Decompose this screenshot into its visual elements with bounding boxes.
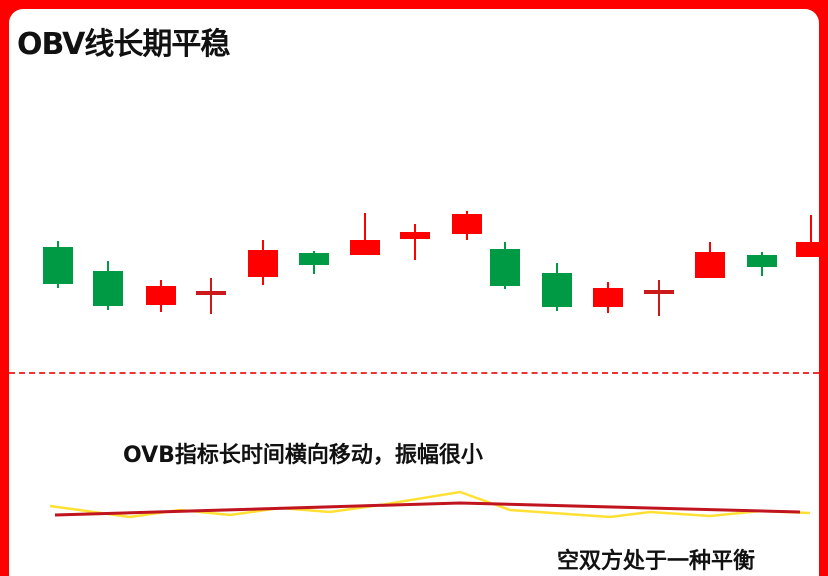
candle-body bbox=[196, 291, 226, 295]
candle-body bbox=[43, 247, 73, 284]
indicator-note: OVB指标长时间横向移动，振幅很小 bbox=[123, 443, 483, 468]
candle-body bbox=[644, 290, 674, 294]
candle-body bbox=[299, 253, 329, 265]
page-title: OBV线长期平稳 bbox=[17, 27, 230, 62]
candle-body bbox=[490, 249, 520, 286]
obv-trend-line bbox=[54, 501, 801, 517]
candle-body bbox=[542, 273, 572, 307]
candle-body bbox=[593, 288, 623, 307]
divider-dashed-line bbox=[9, 372, 819, 374]
balance-note: 空双方处于一种平衡 bbox=[557, 549, 756, 574]
candle-body bbox=[747, 255, 777, 267]
candle-body bbox=[248, 250, 278, 277]
candle-body bbox=[146, 286, 176, 305]
candle-body bbox=[350, 240, 380, 255]
candle-body bbox=[93, 271, 123, 306]
candlestick-chart bbox=[43, 211, 819, 519]
candle-body bbox=[695, 252, 725, 278]
candle-body bbox=[400, 232, 430, 239]
chart-frame: OBV线长期平稳 OVB指标长时间横向移动，振幅很小 空双方处于一种平衡 bbox=[9, 9, 819, 576]
candle-body bbox=[796, 242, 819, 257]
candle-body bbox=[452, 214, 482, 234]
